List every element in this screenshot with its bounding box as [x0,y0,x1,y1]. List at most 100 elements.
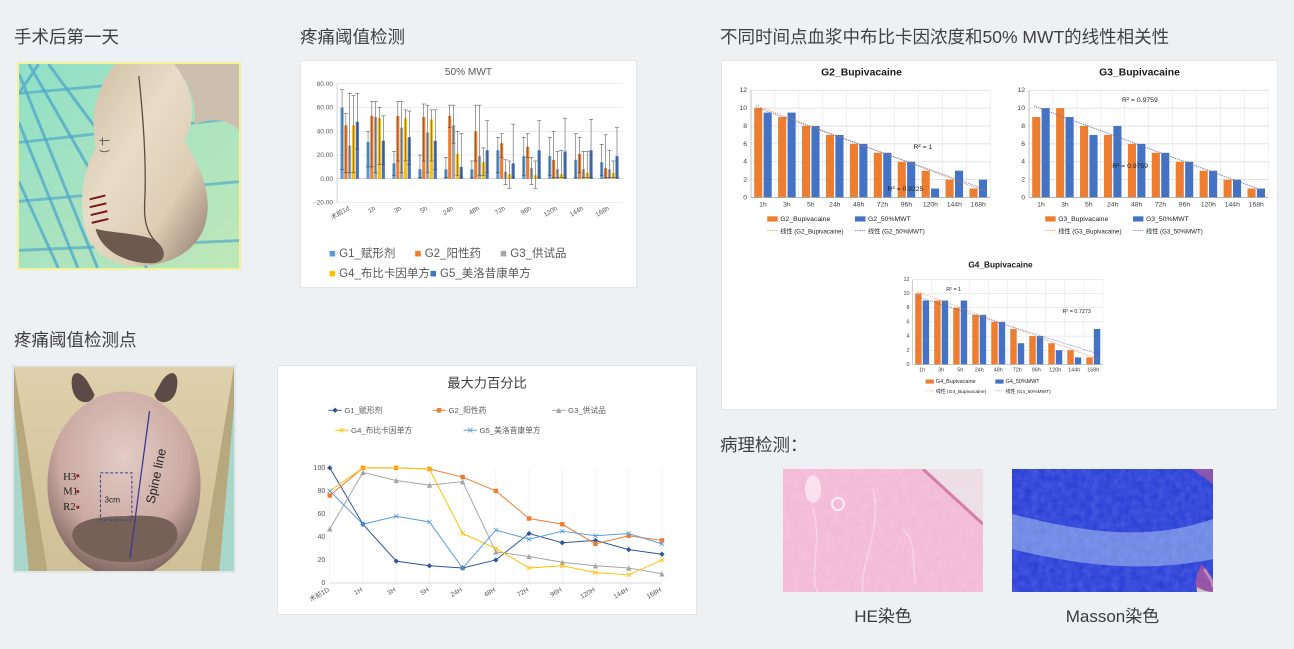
svg-text:72h: 72h [494,205,507,217]
svg-text:3cm: 3cm [104,494,120,504]
svg-text:5h: 5h [1085,202,1093,209]
svg-text:H3: H3 [63,471,76,483]
svg-text:144h: 144h [569,205,585,219]
svg-text:144h: 144h [1225,202,1240,209]
svg-text:G2_阳性药: G2_阳性药 [448,405,486,415]
svg-text:80.00: 80.00 [317,81,334,88]
svg-text:48h: 48h [468,205,481,217]
svg-text:100: 100 [314,464,326,472]
svg-text:M1: M1 [63,486,78,498]
svg-text:8: 8 [1021,123,1025,130]
svg-text:24H: 24H [450,587,464,599]
svg-text:144h: 144h [947,202,962,209]
svg-text:4: 4 [1021,159,1025,166]
svg-text:5h: 5h [957,368,963,374]
svg-text:G2_Bupivacaine: G2_Bupivacaine [780,216,830,223]
svg-text:3h: 3h [783,202,791,209]
svg-text:60.00: 60.00 [317,105,334,112]
svg-text:1h: 1h [919,368,925,374]
svg-text:G4_布比卡因单方: G4_布比卡因单方 [351,425,412,435]
svg-text:G3_50%MWT: G3_50%MWT [1146,216,1189,223]
svg-text:G4_Bupivacaine: G4_Bupivacaine [968,260,1033,269]
svg-text:G5_美洛昔康单方: G5_美洛昔康单方 [479,425,540,435]
svg-text:8: 8 [743,123,747,130]
svg-text:168h: 168h [971,202,986,209]
svg-text:72h: 72h [1013,368,1022,374]
svg-text:-20.00: -20.00 [314,200,333,207]
svg-text:120h: 120h [1049,368,1061,374]
svg-text:48H: 48H [483,587,497,599]
svg-text:2: 2 [743,177,747,184]
svg-text:最大力百分比: 最大力百分比 [447,375,527,390]
svg-text:10: 10 [740,105,748,112]
svg-text:10: 10 [1018,105,1026,112]
svg-text:4: 4 [743,159,747,166]
svg-text:96h: 96h [1179,202,1191,209]
svg-text:120h: 120h [1201,202,1216,209]
svg-text:120h: 120h [923,202,938,209]
svg-text:40.00: 40.00 [317,128,334,135]
svg-text:80: 80 [317,487,325,495]
svg-text:6: 6 [907,319,910,325]
svg-text:96h: 96h [1032,368,1041,374]
svg-text:G3_Bupivacaine: G3_Bupivacaine [1099,67,1180,78]
svg-text:144H: 144H [612,587,629,601]
svg-text:12: 12 [1018,87,1026,94]
svg-text:168h: 168h [595,205,611,219]
svg-text:72h: 72h [877,202,889,209]
svg-text:60: 60 [317,510,325,518]
svg-text:168H: 168H [646,587,663,601]
svg-text:G3_Bupivacaine: G3_Bupivacaine [1058,216,1108,223]
svg-text:12: 12 [740,87,748,94]
svg-text:48h: 48h [1131,202,1143,209]
svg-text:R² = 0.9759: R² = 0.9759 [1112,163,1148,170]
svg-text:96h: 96h [901,202,913,209]
svg-text:24h: 24h [442,205,455,217]
svg-text:40: 40 [317,533,325,541]
svg-text:线性 (G2_50%MWT): 线性 (G2_50%MWT) [868,227,925,235]
svg-text:20.00: 20.00 [317,152,334,159]
svg-text:168h: 168h [1087,368,1099,374]
svg-text:0: 0 [321,579,325,587]
svg-text:G2_50%MWT: G2_50%MWT [868,216,911,223]
svg-text:5h: 5h [807,202,815,209]
svg-text:线性 (G4_Bupivacaine): 线性 (G4_Bupivacaine) [936,388,987,395]
svg-text:48h: 48h [853,202,865,209]
svg-text:1h: 1h [759,202,767,209]
svg-text:72h: 72h [1155,202,1167,209]
svg-text:R² = 0.9759: R² = 0.9759 [1122,97,1158,104]
svg-text:R² = 0.9225: R² = 0.9225 [888,186,924,193]
svg-text:3h: 3h [393,205,403,215]
svg-text:168h: 168h [1249,202,1264,209]
svg-text:R2: R2 [63,501,76,513]
svg-text:5h: 5h [419,205,429,215]
svg-text:5H: 5H [420,587,431,597]
svg-text:144h: 144h [1068,368,1080,374]
svg-text:0: 0 [743,194,747,201]
svg-text:R² = 1: R² = 1 [914,144,933,151]
svg-text:2: 2 [907,348,910,354]
svg-text:20: 20 [317,556,325,564]
svg-text:2: 2 [1021,177,1025,184]
svg-text:3h: 3h [938,368,944,374]
svg-text:线性 (G3_50%MWT): 线性 (G3_50%MWT) [1146,227,1203,235]
svg-text:50% MWT: 50% MWT [445,67,492,78]
svg-text:12: 12 [904,277,910,283]
svg-text:0: 0 [1021,194,1025,201]
svg-text:1h: 1h [367,205,377,215]
svg-text:48h: 48h [994,368,1003,374]
svg-text:R² = 1: R² = 1 [946,287,961,293]
svg-text:8: 8 [907,305,910,311]
svg-text:0: 0 [907,362,910,368]
svg-text:0.00: 0.00 [320,176,333,183]
svg-text:3H: 3H [386,587,397,597]
svg-text:R² = 0.7273: R² = 0.7273 [1063,309,1091,315]
svg-text:10: 10 [904,291,910,297]
svg-text:6: 6 [743,141,747,148]
svg-text:120H: 120H [579,587,596,601]
svg-text:96H: 96H [549,587,563,599]
svg-text:24h: 24h [829,202,841,209]
svg-text:6: 6 [1021,141,1025,148]
svg-text:G4_Bupivacaine: G4_Bupivacaine [936,379,976,385]
svg-text:G4_50%MWT: G4_50%MWT [1006,379,1041,385]
